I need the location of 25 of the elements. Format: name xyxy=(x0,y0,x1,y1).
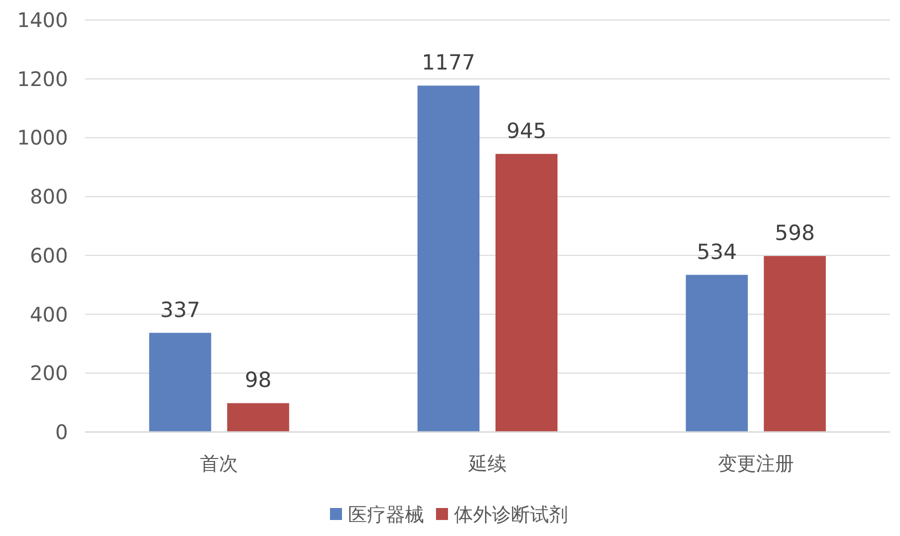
bar xyxy=(418,86,480,432)
legend-label: 体外诊断试剂 xyxy=(454,504,568,526)
data-label: 598 xyxy=(774,221,815,246)
y-tick-label: 1400 xyxy=(17,8,68,32)
data-label: 534 xyxy=(696,240,737,264)
bar xyxy=(227,403,290,432)
x-tick-label: 首次 xyxy=(200,453,238,475)
data-label: 945 xyxy=(506,118,547,143)
data-label: 337 xyxy=(160,298,200,322)
y-tick-label: 200 xyxy=(30,361,68,386)
y-tick-label: 0 xyxy=(55,420,68,444)
x-tick-label: 延续 xyxy=(468,453,506,475)
data-label: 1177 xyxy=(422,50,476,75)
bar xyxy=(764,256,826,432)
bar xyxy=(149,332,212,432)
y-tick-label: 1200 xyxy=(17,66,68,91)
bar xyxy=(496,154,558,432)
bar xyxy=(686,274,748,432)
y-tick-label: 600 xyxy=(30,243,68,268)
data-label: 98 xyxy=(244,368,272,392)
y-tick-label: 1000 xyxy=(17,126,68,150)
y-tick-label: 800 xyxy=(30,184,68,209)
x-tick-label: 变更注册 xyxy=(718,453,794,475)
y-tick-label: 400 xyxy=(30,302,68,326)
legend-label: 医疗器械 xyxy=(348,504,424,526)
